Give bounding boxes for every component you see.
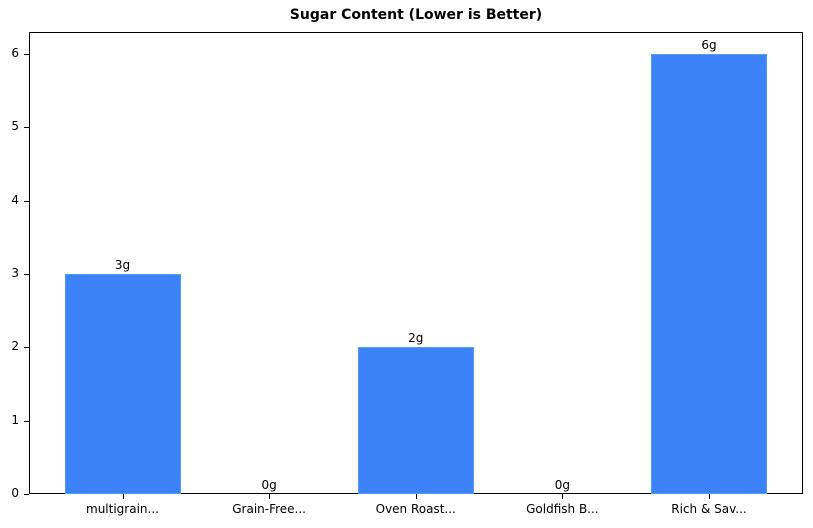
chart-title: Sugar Content (Lower is Better) [289,7,543,23]
bar-value-label: 3g [114,258,131,272]
y-tick [24,274,29,275]
y-tick-label: 4 [11,193,19,207]
x-tick-label: Oven Roast... [375,502,456,516]
x-tick-label: Grain-Free... [232,502,306,516]
bar-value-label: 6g [701,38,717,52]
bar [651,54,767,494]
y-tick [24,54,29,55]
x-tick [562,494,563,499]
y-tick-label: 6 [11,46,19,60]
y-tick [24,421,29,422]
bar-value-label: 0g [261,478,277,492]
y-tick [24,494,29,495]
y-tick-label: 5 [11,119,19,133]
bar [64,274,181,494]
x-tick [123,494,124,499]
x-tick [269,494,270,499]
y-tick-label: 3 [11,266,19,280]
bar [357,347,474,494]
bar-value-label: 2g [408,331,424,346]
x-tick [416,494,417,499]
x-tick-label: Rich & Sav... [671,502,747,516]
x-tick [709,494,710,499]
y-tick [24,201,29,202]
y-tick [24,127,29,128]
bar-value-label: 0g [554,478,570,492]
x-tick-label: Goldfish B... [526,502,599,516]
y-tick [24,347,29,348]
y-tick-label: 0 [11,486,19,500]
y-tick-label: 2 [11,339,19,353]
y-tick-label: 1 [11,413,19,427]
x-tick-label: multigrain... [86,502,159,516]
